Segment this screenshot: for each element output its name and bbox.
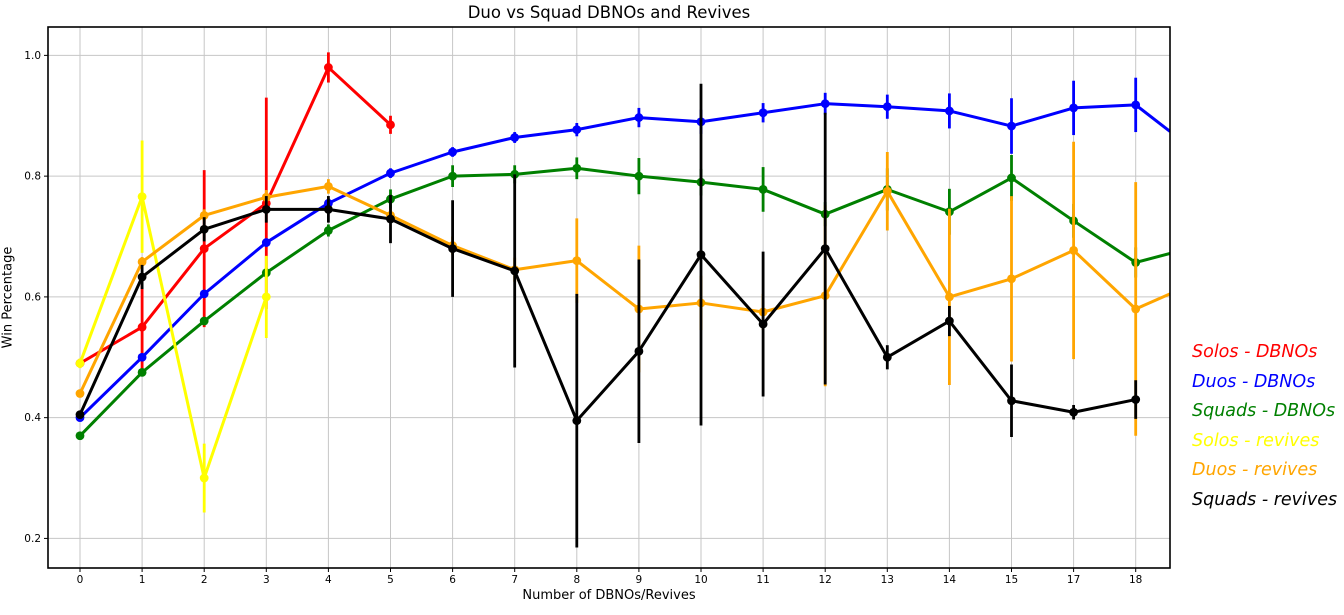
- series-Solos - revives: [75, 140, 271, 513]
- x-tick-label: 14: [943, 574, 957, 586]
- gridlines: [48, 27, 1170, 568]
- x-tick-label: 2: [201, 574, 208, 586]
- y-tick-label: 0.4: [24, 412, 41, 424]
- y-tick-label: 0.2: [24, 533, 41, 545]
- x-tick-label: 17: [1067, 574, 1080, 586]
- x-tick-label: 13: [881, 574, 894, 586]
- legend-entry-solos-revives: Solos - revives: [1192, 431, 1320, 451]
- x-tick-label: 0: [77, 574, 84, 586]
- x-tick-label: 7: [511, 574, 518, 586]
- legend-entry-duos-dbnos: Duos - DBNOs: [1192, 372, 1316, 392]
- x-tick-label: 12: [819, 574, 832, 586]
- x-tick-label: 9: [636, 574, 643, 586]
- x-tick-label: 11: [756, 574, 769, 586]
- x-tick-label: 5: [387, 574, 394, 586]
- x-tick-label: 8: [573, 574, 580, 586]
- legend-entry-squads-dbnos: Squads - DBNOs: [1192, 401, 1336, 421]
- y-tick-label: 1.0: [24, 50, 41, 62]
- legend-entry-solos-dbnos: Solos - DBNOs: [1192, 342, 1318, 362]
- y-tick-label: 0.6: [24, 291, 41, 303]
- axis-ticks: 0 1 2 3 4 5 6 7 8 9 10 11 12 13 14 15 17 181.00.80.60.40.…: [24, 50, 1142, 586]
- y-tick-label: 0.8: [24, 171, 41, 183]
- series-group: [75, 52, 1170, 548]
- plot-border: [47, 26, 1171, 569]
- x-tick-label: 15: [1005, 574, 1018, 586]
- y-axis-label: Win Percentage: [0, 246, 16, 349]
- x-tick-label: 3: [263, 574, 270, 586]
- x-tick-label: 6: [449, 574, 456, 586]
- chart-title: Duo vs Squad DBNOs and Revives: [467, 3, 751, 22]
- x-tick-label: 10: [694, 574, 707, 586]
- legend-entry-squads-revives: Squads - revives: [1192, 490, 1338, 510]
- x-tick-label: 1: [139, 574, 146, 586]
- legend-entry-duos-revives: Duos - revives: [1192, 460, 1318, 480]
- x-tick-label: 4: [325, 574, 332, 586]
- series-Squads - revives: [75, 83, 1141, 548]
- x-tick-label: 18: [1129, 574, 1142, 586]
- x-axis-label: Number of DBNOs/Revives: [522, 588, 696, 603]
